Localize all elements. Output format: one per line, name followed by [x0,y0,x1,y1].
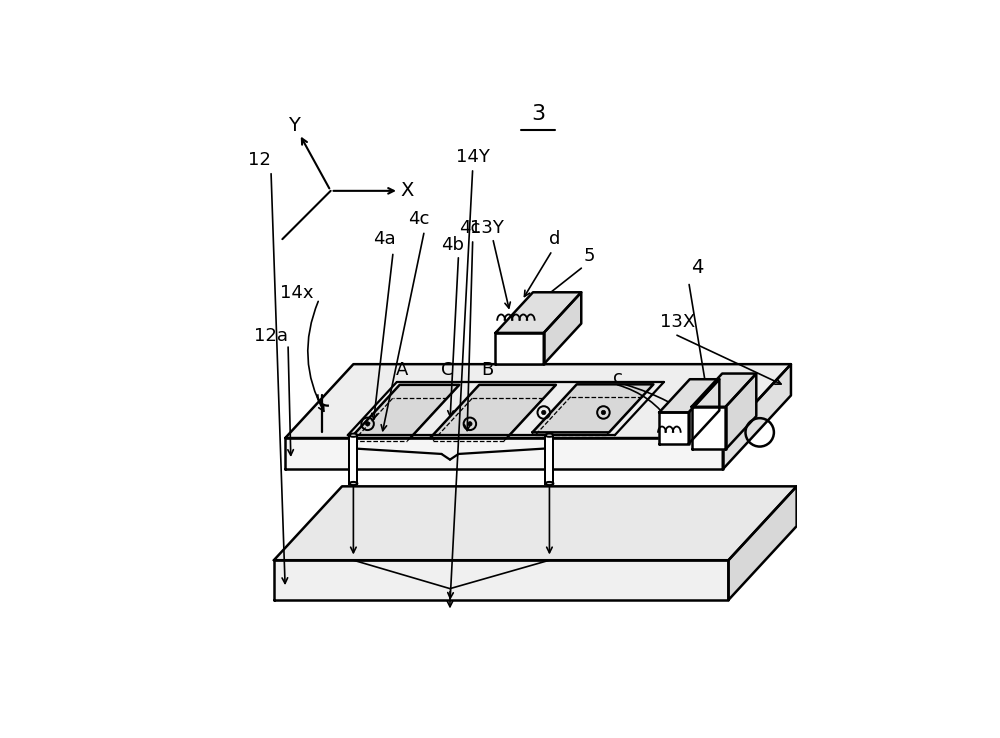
Text: c: c [613,370,623,387]
Polygon shape [692,373,756,407]
Bar [349,435,357,483]
Text: 14Y: 14Y [456,148,490,166]
Text: C: C [441,361,453,379]
Polygon shape [726,373,756,449]
Text: 13Y: 13Y [470,218,504,237]
Text: 4c: 4c [408,210,429,228]
Ellipse shape [545,482,553,485]
Circle shape [542,410,546,415]
Ellipse shape [349,434,357,437]
Text: 5: 5 [583,247,595,265]
Polygon shape [689,379,719,444]
Ellipse shape [349,482,357,485]
Text: 14x: 14x [280,284,313,302]
Text: 4b: 4b [441,236,464,254]
Text: 4: 4 [691,258,703,277]
Polygon shape [544,292,581,364]
Polygon shape [285,364,791,438]
Bar [545,435,553,483]
Text: Y: Y [288,116,300,135]
Polygon shape [495,292,581,333]
Polygon shape [430,384,556,438]
Text: 13X: 13X [660,313,695,331]
Polygon shape [659,379,719,413]
Ellipse shape [545,434,553,437]
Polygon shape [351,384,459,438]
Polygon shape [274,560,728,600]
Circle shape [365,421,370,426]
Text: 4c: 4c [459,218,481,237]
Text: B: B [481,361,493,379]
Text: X: X [401,182,414,200]
Polygon shape [728,486,797,600]
Text: d: d [549,230,561,248]
Polygon shape [285,438,723,469]
Polygon shape [723,364,791,469]
Polygon shape [495,333,544,364]
Circle shape [601,410,606,415]
Polygon shape [659,413,689,444]
Polygon shape [274,486,797,560]
Circle shape [468,421,472,426]
Polygon shape [532,384,653,432]
Text: 3: 3 [531,104,545,124]
Text: 12a: 12a [254,327,288,345]
Text: 12: 12 [248,151,271,168]
Text: 4a: 4a [373,230,396,248]
Polygon shape [692,407,726,449]
Text: A: A [396,361,408,379]
